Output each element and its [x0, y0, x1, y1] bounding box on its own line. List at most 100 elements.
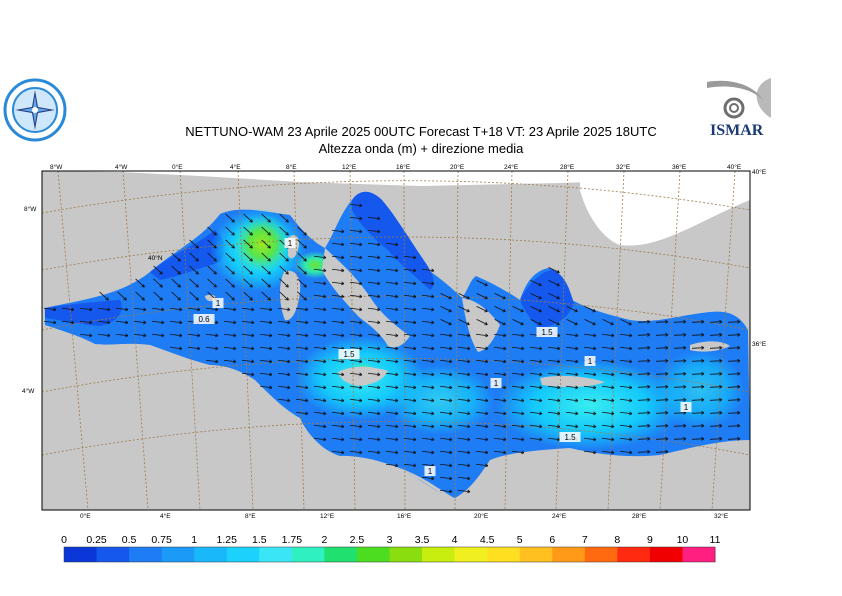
colorbar-tick-label: 1.5	[251, 534, 267, 546]
direction-arrow	[241, 307, 255, 312]
direction-arrow	[673, 436, 687, 441]
direction-arrow	[727, 384, 741, 389]
direction-arrow	[225, 265, 235, 275]
direction-arrow	[439, 463, 453, 468]
direction-arrow	[261, 252, 271, 262]
direction-arrow	[331, 359, 345, 364]
direction-arrow	[61, 307, 75, 312]
direction-arrow	[313, 255, 327, 260]
direction-arrow	[511, 385, 525, 390]
direction-arrow	[313, 411, 327, 416]
colorbar-swatch	[454, 547, 488, 562]
direction-arrow	[637, 449, 651, 454]
direction-arrow	[261, 213, 271, 223]
direction-arrow	[547, 359, 561, 364]
direction-arrow	[530, 319, 542, 326]
direction-arrow	[619, 333, 633, 338]
direction-arrow	[512, 319, 524, 326]
direction-arrow	[403, 359, 417, 364]
direction-arrow	[403, 411, 417, 416]
direction-arrow	[223, 359, 237, 364]
direction-arrow	[619, 437, 633, 442]
direction-arrow	[385, 255, 399, 260]
direction-arrow	[673, 319, 687, 324]
colorbar-tick-label: 0.5	[121, 534, 137, 546]
direction-arrow	[403, 463, 417, 468]
direction-arrow	[367, 242, 381, 247]
direction-arrow	[529, 385, 543, 390]
direction-arrow	[619, 359, 633, 364]
outside-domain	[42, 171, 750, 186]
lon-tick-label: 8°W	[50, 163, 63, 171]
colorbar-tick-label: 4.5	[479, 534, 495, 546]
direction-arrow	[512, 306, 524, 313]
direction-arrow	[225, 213, 235, 223]
direction-arrow	[727, 332, 741, 337]
direction-arrow	[385, 346, 399, 351]
direction-arrow	[331, 385, 345, 390]
direction-arrow	[547, 411, 561, 416]
direction-arrow	[331, 320, 345, 325]
direction-arrow	[439, 424, 453, 429]
direction-arrow	[243, 278, 253, 288]
direction-arrow	[457, 437, 471, 442]
direction-arrow	[548, 280, 560, 287]
lon-tick-label: 40°E	[727, 163, 742, 171]
direction-arrow	[207, 278, 217, 288]
direction-arrow	[367, 450, 381, 455]
direction-arrow	[295, 385, 309, 390]
direction-arrow	[493, 398, 507, 403]
direction-arrow	[457, 372, 471, 377]
direction-arrow	[403, 333, 417, 338]
direction-arrow	[43, 320, 57, 325]
lon-tick-label: 4°E	[160, 512, 171, 520]
direction-arrow	[225, 239, 235, 249]
direction-arrow	[583, 333, 597, 338]
direction-arrow	[583, 424, 597, 429]
colorbar-swatch	[194, 547, 228, 562]
svg-text:1: 1	[428, 467, 433, 476]
colorbar-swatch	[64, 547, 98, 562]
direction-arrow	[349, 307, 363, 312]
direction-arrow	[421, 333, 435, 338]
direction-arrow	[331, 333, 345, 338]
direction-arrow	[493, 359, 507, 364]
direction-arrow	[475, 359, 489, 364]
lon-tick-label: 12°E	[342, 163, 357, 171]
direction-arrow	[583, 450, 597, 455]
graticule	[42, 171, 750, 510]
direction-arrow	[421, 359, 435, 364]
colorbar-swatch	[584, 547, 618, 562]
svg-text:1: 1	[216, 299, 221, 308]
direction-arrow	[349, 203, 363, 208]
direction-arrow	[259, 320, 273, 325]
direction-arrow	[637, 358, 651, 363]
direction-arrow	[601, 437, 615, 442]
direction-arrow	[458, 319, 470, 326]
colorbar-swatch	[617, 547, 651, 562]
svg-text:1: 1	[684, 403, 689, 412]
contour-label: 1	[424, 466, 436, 476]
direction-arrow	[367, 255, 381, 260]
colorbar-tick-label: 0.25	[86, 534, 107, 546]
direction-arrow	[511, 372, 525, 377]
direction-arrow	[673, 345, 687, 350]
contour-label: 1	[284, 238, 296, 248]
direction-arrow	[243, 213, 253, 223]
colorbar-tick-label: 6	[549, 534, 556, 546]
direction-arrow	[565, 346, 579, 351]
direction-arrow	[709, 332, 723, 337]
direction-arrow	[691, 345, 705, 350]
direction-arrow	[637, 345, 651, 350]
direction-arrow	[637, 384, 651, 389]
direction-arrow	[673, 371, 687, 376]
direction-arrow	[511, 450, 525, 455]
direction-arrow	[295, 398, 309, 403]
direction-arrow	[171, 265, 181, 275]
direction-arrow	[349, 242, 363, 247]
direction-arrow	[655, 410, 669, 415]
direction-arrow	[97, 307, 111, 312]
direction-arrow	[385, 463, 399, 468]
direction-arrow	[583, 437, 597, 442]
direction-arrow	[385, 411, 399, 416]
